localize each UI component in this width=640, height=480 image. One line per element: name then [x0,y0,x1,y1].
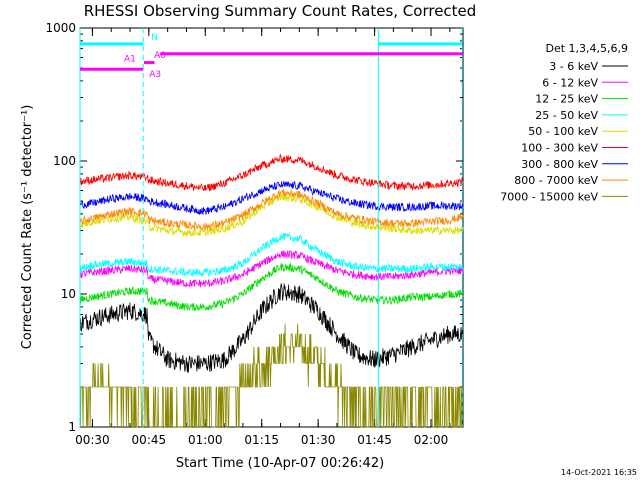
legend-label: 3 - 6 keV [549,60,598,73]
x-tick-label: 00:30 [75,433,110,447]
legend-label: 12 - 25 keV [535,93,598,106]
plot-area: 1 10 100 1000 00:30 00:45 01:00 01:15 01:30 01:45… [45,21,464,447]
plot-frame [79,27,464,428]
legend-label: 6 - 12 keV [542,76,598,89]
y-tick-label: 1000 [45,21,76,35]
legend-label: 300 - 800 keV [521,158,598,171]
series-line [79,193,464,237]
series-line [79,232,464,277]
x-tick-label: 02:00 [414,433,449,447]
x-tick-label: 01:00 [188,433,223,447]
series-line [79,188,464,231]
series-line [79,154,464,192]
state-bar-label: N [151,33,158,43]
state-bar-label: A3 [149,70,161,80]
legend-title: Det 1,3,4,5,6,9 [545,42,628,55]
state-bar-label: A0 [154,51,166,61]
timestamp: 14-Oct-2021 16:35 [561,468,637,477]
series-line [79,323,463,428]
y-tick-label: 100 [53,154,76,168]
series-line [79,180,464,216]
x-axis-label: Start Time (10-Apr-07 00:26:42) [176,456,384,471]
series-line [79,262,464,312]
legend: Det 1,3,4,5,6,9 3 - 6 keV 6 - 12 keV 12 - … [500,42,628,203]
legend-label: 25 - 50 keV [535,109,598,122]
x-tick-label: 00:45 [132,433,167,447]
series-line [79,249,464,288]
x-tick-label: 01:30 [301,433,336,447]
x-tick-label: 01:15 [244,433,279,447]
legend-label: 100 - 300 keV [521,142,598,155]
legend-label: 7000 - 15000 keV [500,190,598,203]
y-tick-label: 10 [61,287,76,301]
y-tick-label: 1 [68,420,76,434]
x-tick-label: 01:45 [357,433,392,447]
state-bar-label: A1 [124,55,136,65]
series-line [79,283,464,373]
chart-title: RHESSI Observing Summary Count Rates, Co… [84,2,477,20]
legend-label: 50 - 100 keV [528,125,598,138]
legend-label: 800 - 7000 keV [514,174,598,187]
y-axis-label: Corrected Count Rate (s⁻¹ detector⁻¹) [20,105,35,350]
